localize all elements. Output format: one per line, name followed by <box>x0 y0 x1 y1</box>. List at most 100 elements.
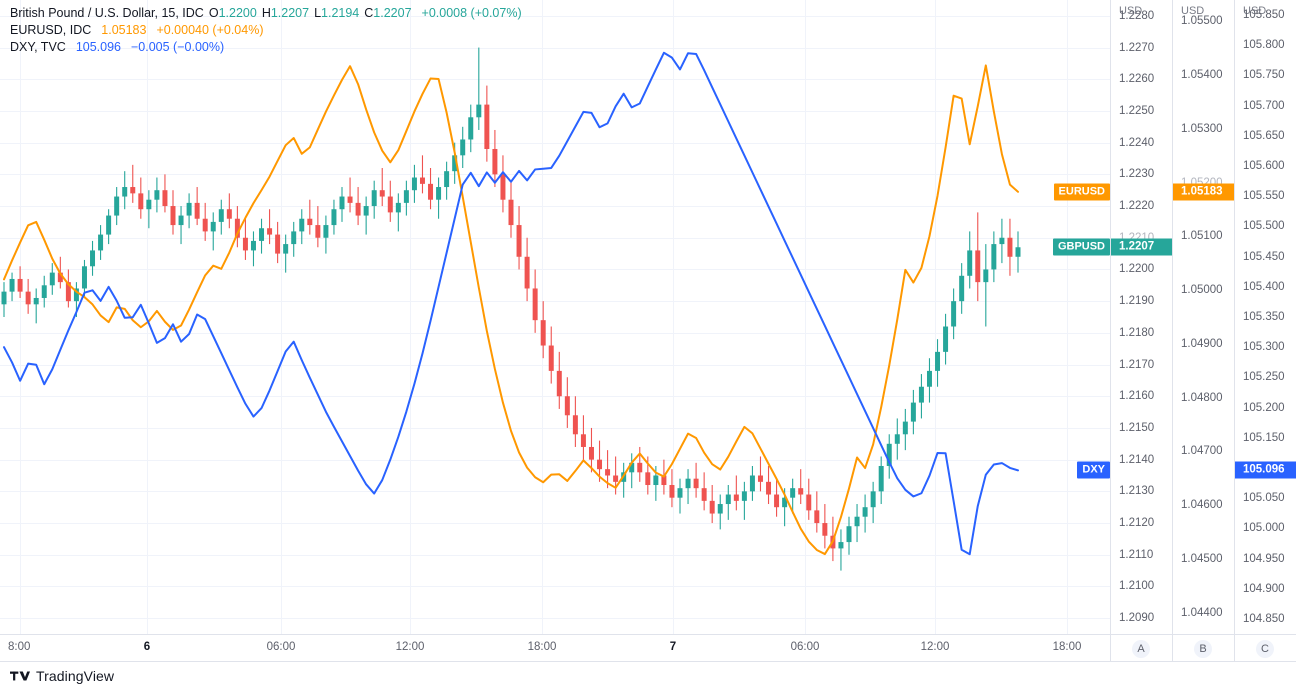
legend-change-dxy: −0.005 (−0.00%) <box>131 40 225 54</box>
price-tick-c: 105.500 <box>1243 220 1285 233</box>
legend-change-gbpusd: +0.0008 (+0.07%) <box>421 6 522 20</box>
legend-row-dxy[interactable]: DXY, TVC 105.096 −0.005 (−0.00%) <box>10 39 522 56</box>
price-tick-a: 1.2160 <box>1119 390 1155 403</box>
time-scale-divider <box>1234 635 1235 661</box>
legend-low-label: L <box>314 6 322 20</box>
price-tick-c: 105.600 <box>1243 160 1285 173</box>
chart-plot-area[interactable] <box>0 0 1110 634</box>
price-tick-a: 1.2180 <box>1119 326 1155 339</box>
series-tag-gbpusd[interactable]: GBPUSD <box>1052 238 1110 256</box>
price-tick-c: 105.400 <box>1243 280 1285 293</box>
line-series-dxy <box>3 51 1019 556</box>
price-tick-c: 105.800 <box>1243 39 1285 52</box>
price-tick-b: 1.05300 <box>1181 122 1223 135</box>
scale-button-c[interactable]: C <box>1256 640 1274 658</box>
legend-row-gbpusd[interactable]: British Pound / U.S. Dollar, 15, IDC O1.2… <box>10 5 522 22</box>
tradingview-name: TradingView <box>36 668 115 684</box>
price-tick-b: 1.04400 <box>1181 606 1223 619</box>
price-tick-c: 105.150 <box>1243 431 1285 444</box>
scale-button-a[interactable]: A <box>1132 640 1150 658</box>
price-tick-a: 1.2100 <box>1119 580 1155 593</box>
price-tick-b: 1.05500 <box>1181 15 1223 28</box>
price-tick-c: 105.000 <box>1243 522 1285 535</box>
legend-open-label: O <box>208 6 219 20</box>
price-tick-c: 105.850 <box>1243 9 1285 22</box>
price-tick-a: 1.2230 <box>1119 168 1155 181</box>
current-price-tag-a[interactable]: 1.2207 <box>1111 238 1172 256</box>
tradingview-watermark: TradingView <box>10 668 114 684</box>
candlestick-series-gbpusd <box>1 47 1021 571</box>
price-scale-a[interactable]: USD 1.2280 1.2270 1.2260 1.2250 1.2240 1.2230… <box>1110 0 1172 634</box>
price-tick-b: 1.05100 <box>1181 230 1223 243</box>
price-tick-a: 1.2170 <box>1119 358 1155 371</box>
price-tick-a: 1.2090 <box>1119 612 1155 625</box>
price-tick-c: 105.050 <box>1243 492 1285 505</box>
scale-button-b[interactable]: B <box>1194 640 1212 658</box>
legend-row-eurusd[interactable]: EURUSD, IDC 1.05183 +0.00040 (+0.04%) <box>10 22 522 39</box>
price-tick-c: 104.900 <box>1243 582 1285 595</box>
price-tick-c: 104.950 <box>1243 552 1285 565</box>
time-label: 06:00 <box>790 641 820 653</box>
price-tick-c: 105.300 <box>1243 341 1285 354</box>
time-label: 8:00 <box>8 641 31 653</box>
time-label: 6 <box>143 641 151 653</box>
current-price-tag-c[interactable]: 105.096 <box>1235 461 1296 479</box>
price-tick-b: 1.04900 <box>1181 337 1223 350</box>
time-label: 06:00 <box>266 641 296 653</box>
price-tick-b: 1.05400 <box>1181 69 1223 82</box>
line-series-eurusd <box>3 64 1019 556</box>
chart-canvas <box>0 0 1110 634</box>
price-tick-a: 1.2150 <box>1119 421 1155 434</box>
legend-open-value: 1.2200 <box>218 6 257 20</box>
time-scale-divider <box>1172 635 1173 661</box>
price-scale-c-unit: USD <box>1243 5 1267 17</box>
time-scale-divider <box>1110 635 1111 661</box>
legend-close-value: 1.2207 <box>373 6 412 20</box>
price-tick-a: 1.2110 <box>1119 548 1154 561</box>
price-tick-b: 1.04500 <box>1181 552 1223 565</box>
price-scale-c[interactable]: USD 105.850 105.800 105.750 105.700 105.650 1… <box>1234 0 1296 634</box>
legend-change-eurusd: +0.00040 (+0.04%) <box>156 23 264 37</box>
price-tick-b: 1.04800 <box>1181 391 1223 404</box>
series-tag-eurusd[interactable]: EURUSD <box>1053 183 1110 201</box>
price-scale-b[interactable]: USD 1.055001.054001.053001.052001.051001… <box>1172 0 1234 634</box>
price-tick-a: 1.2190 <box>1119 295 1155 308</box>
price-tick-c: 105.650 <box>1243 129 1285 142</box>
price-tick-c: 105.700 <box>1243 99 1285 112</box>
legend-low-value: 1.2194 <box>321 6 360 20</box>
price-tick-a: 1.2220 <box>1119 200 1155 213</box>
time-scale[interactable]: 8:00 6 06:00 12:00 18:00 7 06:00 12:00 18:00 A B C <box>0 634 1296 662</box>
price-tick-c: 105.200 <box>1243 401 1285 414</box>
current-price-tag-b[interactable]: 1.05183 <box>1173 183 1234 201</box>
legend-value-eurusd: 1.05183 <box>101 23 147 37</box>
price-tick-c: 105.250 <box>1243 371 1285 384</box>
time-label: 12:00 <box>920 641 950 653</box>
legend-symbol-gbpusd: British Pound / U.S. Dollar, 15, IDC <box>10 6 204 20</box>
price-tick-a: 1.2200 <box>1119 263 1155 276</box>
legend-high-value: 1.2207 <box>270 6 310 20</box>
chart-legend: British Pound / U.S. Dollar, 15, IDC O1.2… <box>10 5 522 56</box>
price-tick-c: 105.450 <box>1243 250 1285 263</box>
price-tick-a: 1.2240 <box>1119 136 1155 149</box>
price-tick-a: 1.2130 <box>1119 485 1155 498</box>
legend-value-dxy: 105.096 <box>75 40 121 54</box>
legend-close-label: C <box>364 6 374 20</box>
series-tag-dxy[interactable]: DXY <box>1077 461 1110 479</box>
time-label: 7 <box>669 641 677 653</box>
price-tick-c: 104.850 <box>1243 612 1285 625</box>
legend-high-label: H <box>261 6 271 20</box>
price-tick-a: 1.2140 <box>1119 453 1155 466</box>
price-scale-a-unit: USD <box>1119 5 1143 17</box>
price-tick-b: 1.04700 <box>1181 445 1223 458</box>
price-tick-a: 1.2260 <box>1119 73 1155 86</box>
gridlines <box>0 0 1110 634</box>
time-label: 12:00 <box>395 641 425 653</box>
price-tick-c: 105.550 <box>1243 190 1285 203</box>
price-tick-a: 1.2120 <box>1119 517 1155 530</box>
price-tick-c: 105.750 <box>1243 69 1285 82</box>
time-label: 18:00 <box>1052 641 1082 653</box>
legend-symbol-dxy: DXY, TVC <box>10 40 66 54</box>
price-scale-b-unit: USD <box>1181 5 1205 17</box>
price-tick-c: 105.350 <box>1243 311 1285 323</box>
